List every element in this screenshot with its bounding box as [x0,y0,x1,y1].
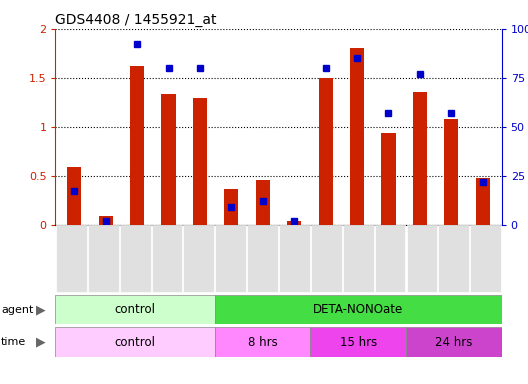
Text: DETA-NONOate: DETA-NONOate [313,303,403,316]
Bar [310,327,406,357]
Text: 15 hrs: 15 hrs [340,336,377,349]
Bar [350,48,364,225]
Bar [287,221,301,225]
Text: GDS4408 / 1455921_at: GDS4408 / 1455921_at [55,13,217,27]
Text: time: time [1,337,26,347]
Bar [193,98,207,225]
Bar [413,93,427,225]
Text: agent: agent [1,305,33,314]
Bar [99,216,113,225]
Text: ▶: ▶ [36,336,45,349]
Bar [381,132,395,225]
Bar [224,189,239,225]
Bar [318,78,333,225]
Bar [67,167,81,225]
Text: ▶: ▶ [36,303,45,316]
Bar [256,180,270,225]
Bar [406,327,502,357]
Bar [215,295,502,324]
Bar [162,94,176,225]
Bar [444,119,458,225]
Bar [476,178,490,225]
Text: 24 hrs: 24 hrs [435,336,473,349]
Bar [215,327,310,357]
Bar [55,295,215,324]
Text: control: control [115,336,156,349]
Bar [130,66,144,225]
Text: 8 hrs: 8 hrs [248,336,277,349]
Bar [55,327,215,357]
Text: control: control [115,303,156,316]
